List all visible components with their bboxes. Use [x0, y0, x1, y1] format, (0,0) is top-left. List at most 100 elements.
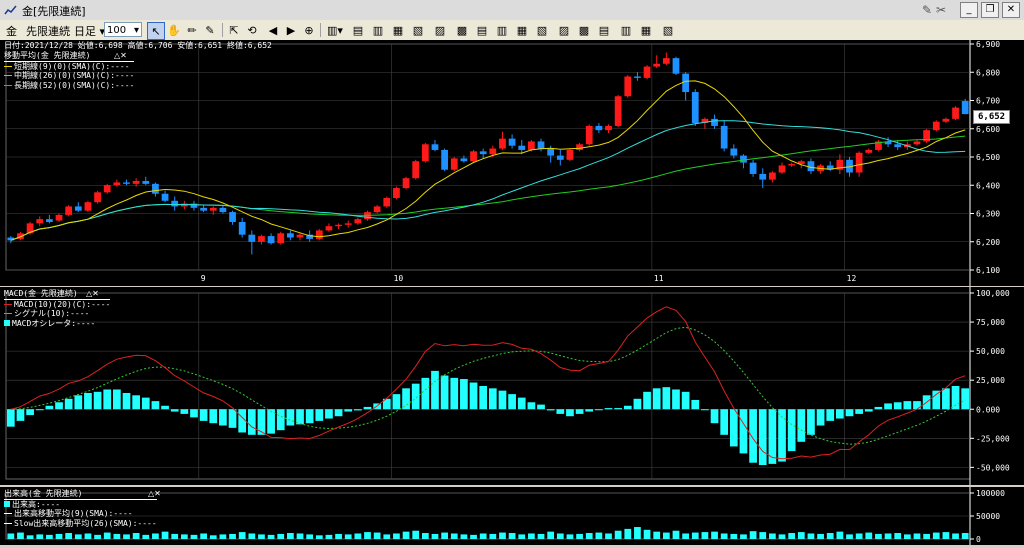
indicator-icon-9[interactable]: ▦ [516, 23, 528, 37]
indicator-icon-16[interactable]: ▧ [662, 23, 674, 37]
candle-body [152, 183, 159, 194]
volume-chart[interactable]: 100000 50000 0 [0, 487, 1024, 545]
zoom-icon[interactable]: ⊕ [304, 23, 314, 37]
candle-body [614, 96, 622, 126]
indicator-icon-14[interactable]: ▥ [620, 23, 632, 37]
indicator-icon-8[interactable]: ▥ [496, 23, 508, 37]
bar-count-select[interactable]: 100 ▾ [104, 22, 142, 37]
period-dropdown[interactable]: 日足 ▾ [74, 23, 105, 39]
volume-bar [431, 533, 439, 539]
candle-body [306, 234, 314, 239]
draw-tool-icon[interactable]: ✎ [205, 23, 215, 37]
indicator-icon-3[interactable]: ▦ [392, 23, 404, 37]
macd-legend-signal: シグナル(10):---- [4, 309, 110, 319]
volume-bar [74, 534, 82, 539]
volume-bar [556, 533, 564, 539]
toolbar-separator [222, 23, 223, 37]
macd-collapse-icon[interactable]: △✕ [86, 289, 99, 298]
macd-panel[interactable]: 100,000 75,000 50,000 25,000 0.000 -25,000 -50… [0, 287, 1024, 485]
indicator-icon-15[interactable]: ▦ [640, 23, 652, 37]
macd-osc-bar [257, 409, 266, 435]
volume-panel[interactable]: 100000 50000 0 出来高(金 先限連続) 出来高:---- 出来高移動平… [0, 487, 1024, 545]
indicator-icon-7[interactable]: ▤ [476, 23, 488, 37]
indicator-icon-13[interactable]: ▤ [598, 23, 610, 37]
macd-osc-bar [807, 409, 815, 435]
macd-osc-bar [354, 409, 362, 411]
refresh-icon[interactable]: ⟲ [247, 23, 257, 37]
volume-bar [238, 532, 246, 539]
indicator-icon-1[interactable]: ▤ [352, 23, 364, 37]
symbol-label[interactable]: 金 [6, 25, 17, 38]
dropdown-arrow-icon: ▾ [133, 25, 139, 36]
macd-osc-bar [681, 391, 690, 410]
indicator-icon-12[interactable]: ▩ [578, 23, 590, 37]
candle-body [441, 149, 448, 170]
volume-collapse-icon[interactable]: △✕ [148, 489, 161, 498]
macd-legend-title: MACD(金 先限連続) [4, 289, 111, 300]
volume-bar [248, 533, 256, 539]
contract-label[interactable]: 先限連続 [26, 25, 70, 38]
volume-bar [952, 533, 959, 539]
minimize-button[interactable]: _ [960, 2, 978, 18]
indicator-icon-11[interactable]: ▨ [558, 23, 570, 37]
macd-osc-bar [199, 409, 208, 421]
indicator-icon-6[interactable]: ▩ [456, 23, 468, 37]
scroll-left-icon[interactable]: ◀ [268, 23, 278, 37]
candle-body [229, 212, 236, 222]
macd-osc-bar [469, 382, 478, 410]
macd-osc-bar [643, 391, 651, 410]
macd-osc-bar [517, 397, 526, 410]
volume-bar [653, 531, 661, 539]
macd-osc-bar [614, 408, 622, 410]
macd-chart[interactable]: 100,000 75,000 50,000 25,000 0.000 -25,000 -50… [0, 287, 1024, 485]
indicator-icon-5[interactable]: ▨ [434, 23, 446, 37]
macd-osc-bar [421, 377, 430, 410]
mid-ma-line [10, 120, 966, 241]
macd-osc-bar [151, 401, 160, 410]
price-panel[interactable]: 6,900 6,800 6,700 6,600 6,500 6,400 6,300 6,200… [0, 40, 1024, 286]
candle-body [730, 148, 738, 156]
indicator-icon-4[interactable]: ▧ [412, 23, 424, 37]
indicator-icon-10[interactable]: ▧ [536, 23, 548, 37]
candle-body [691, 92, 699, 124]
scroll-right-icon[interactable]: ▶ [286, 23, 296, 37]
candle-body [55, 214, 63, 221]
candle-body [479, 151, 487, 155]
volume-bar [826, 533, 834, 539]
y-tick-label: 50,000 [976, 347, 1005, 356]
volume-bar [113, 533, 121, 539]
macd-osc-bar [585, 409, 594, 412]
macd-osc-bar [488, 388, 497, 410]
fit-icon[interactable]: ⇱ [229, 23, 239, 37]
candle-body [537, 141, 545, 149]
legend-collapse-icon[interactable]: △✕ [114, 51, 127, 60]
candle-body [315, 230, 323, 239]
candle-body [576, 144, 583, 150]
chart-type-icon[interactable]: ▥▾ [327, 23, 343, 37]
volume-bar [903, 534, 911, 539]
candle-body [797, 161, 805, 165]
macd-osc-bar [382, 398, 391, 410]
candle-body [711, 118, 718, 126]
y-tick-label: 6,700 [976, 97, 1000, 106]
restore-button[interactable]: ❐ [981, 2, 999, 18]
candlestick-chart[interactable]: 6,900 6,800 6,700 6,600 6,500 6,400 6,300 6,200… [0, 40, 1024, 286]
candle-body [393, 188, 400, 198]
candle-body [171, 200, 179, 207]
volume-bar [614, 530, 622, 539]
indicator-icon-2[interactable]: ▥ [372, 23, 384, 37]
candle-body [499, 138, 506, 149]
macd-osc-bar [315, 409, 324, 421]
pencil-icon[interactable]: ✏ [187, 23, 197, 37]
macd-osc-bar [652, 388, 661, 410]
link-tool-icon[interactable]: ✂ [935, 3, 946, 17]
volume-bar [103, 532, 111, 539]
close-button[interactable]: ✕ [1002, 2, 1020, 18]
pen-tool-icon[interactable]: ✎ [921, 3, 932, 17]
cursor-icon[interactable]: ↖ [147, 22, 165, 40]
candle-body [769, 172, 776, 180]
macd-osc-bar [662, 387, 671, 410]
volume-bar [460, 534, 468, 539]
hand-icon[interactable]: ✋ [167, 23, 181, 37]
candle-body [605, 125, 612, 131]
